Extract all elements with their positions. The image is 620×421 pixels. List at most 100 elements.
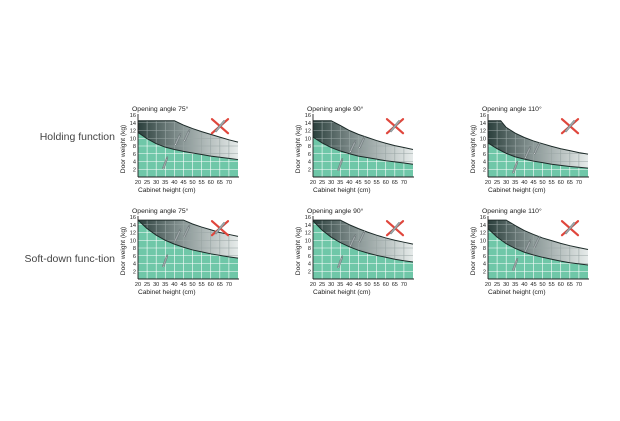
y-tick-label: 16	[480, 215, 486, 221]
lift-mechanism-icon	[358, 136, 366, 149]
lift-mechanism-icon	[162, 254, 169, 268]
y-tick-label: 2	[483, 269, 486, 275]
x-tick-label: 50	[189, 282, 195, 288]
y-tick-label: 12	[480, 231, 486, 237]
chart-title: Opening angle 75°	[132, 105, 189, 113]
x-tick-label: 50	[364, 180, 370, 186]
y-axis-label: Door weight (kg)	[120, 227, 127, 275]
y-tick-label: 10	[480, 136, 486, 142]
chart-holding-75: 20 25 30 35 40 45 50 55 60 65 70 2 4 6 8 10 12 14 16 Openin…	[120, 103, 250, 198]
series-lower-line	[137, 132, 239, 161]
lift-mechanism-icon	[349, 234, 357, 247]
x-tick-label: 50	[189, 180, 195, 186]
y-tick-label: 4	[483, 262, 486, 268]
x-tick-label: 55	[199, 180, 205, 186]
x-tick-label: 45	[530, 282, 536, 288]
x-tick-label: 30	[328, 180, 334, 186]
y-tick-label: 12	[130, 129, 136, 135]
series-upper-line	[488, 120, 589, 155]
y-tick-label: 8	[483, 144, 486, 150]
x-tick-label: 55	[549, 180, 555, 186]
x-tick-label: 50	[364, 282, 370, 288]
chart-title: Opening angle 110°	[482, 207, 542, 215]
x-tick-label: 40	[521, 180, 527, 186]
x-axis-label: Cabinet height (cm)	[138, 187, 196, 194]
x-tick-label: 70	[401, 282, 407, 288]
x-tick-label: 60	[558, 282, 564, 288]
x-tick-label: 40	[171, 180, 177, 186]
x-tick-label: 25	[319, 180, 325, 186]
y-axis-label: Door weight (kg)	[470, 125, 477, 173]
y-tick-label: 10	[480, 238, 486, 244]
x-tick-label: 20	[135, 180, 141, 186]
not-recommended-cross-icon	[385, 220, 405, 237]
x-tick-label: 70	[576, 180, 582, 186]
y-tick-label: 6	[308, 254, 311, 260]
y-tick-label: 8	[308, 144, 311, 150]
x-tick-label: 70	[576, 282, 582, 288]
x-axis-label: Cabinet height (cm)	[313, 289, 371, 296]
y-tick-label: 16	[130, 113, 136, 119]
chart-title: Opening angle 90°	[307, 207, 364, 215]
chart-softdown-110: 20 25 30 35 40 45 50 55 60 65 70 2 4 6 8 10 12 14 16 Openin…	[470, 205, 600, 300]
x-tick-label: 25	[144, 180, 150, 186]
y-tick-label: 2	[308, 269, 311, 275]
x-tick-label: 55	[374, 180, 380, 186]
lift-mechanism-icon	[183, 224, 191, 237]
series-lower-line	[137, 219, 239, 259]
lift-mechanism-icon	[162, 156, 169, 170]
y-tick-label: 2	[308, 167, 311, 173]
lift-mechanism-icon	[512, 258, 519, 271]
x-tick-label: 55	[374, 282, 380, 288]
y-tick-label: 10	[305, 136, 311, 142]
y-tick-label: 8	[308, 246, 311, 252]
lift-mechanism-icon	[337, 158, 344, 171]
y-tick-label: 14	[130, 223, 136, 229]
x-tick-label: 30	[153, 282, 159, 288]
series-lower-line	[312, 220, 414, 263]
x-tick-label: 45	[180, 180, 186, 186]
y-tick-label: 12	[305, 129, 311, 135]
y-tick-label: 2	[133, 167, 136, 173]
y-tick-label: 16	[480, 113, 486, 119]
y-axis-label: Door weight (kg)	[470, 227, 477, 275]
y-tick-label: 12	[305, 231, 311, 237]
x-tick-label: 35	[337, 180, 343, 186]
upper-band-area	[488, 220, 588, 266]
row-label-holding-function: Holding function	[39, 131, 115, 143]
chart-title: Opening angle 110°	[482, 105, 542, 113]
chart-title: Opening angle 75°	[132, 207, 189, 215]
x-tick-label: 60	[208, 180, 214, 186]
x-axis-label: Cabinet height (cm)	[313, 187, 371, 194]
x-tick-label: 65	[217, 180, 223, 186]
x-tick-label: 45	[355, 180, 361, 186]
x-tick-label: 70	[226, 282, 232, 288]
lift-mechanism-icon	[183, 129, 191, 142]
x-tick-label: 20	[310, 282, 316, 288]
x-tick-label: 65	[392, 282, 398, 288]
y-tick-label: 4	[308, 262, 311, 268]
x-tick-label: 30	[328, 282, 334, 288]
x-tick-label: 45	[180, 282, 186, 288]
x-tick-label: 60	[383, 282, 389, 288]
x-tick-label: 65	[567, 180, 573, 186]
lift-mechanism-icon	[174, 133, 182, 146]
x-tick-label: 70	[401, 180, 407, 186]
x-axis-label: Cabinet height (cm)	[488, 289, 546, 296]
row-label-soft-down-function: Soft-down func-tion	[24, 253, 115, 265]
y-tick-label: 2	[483, 167, 486, 173]
x-tick-label: 40	[346, 180, 352, 186]
x-tick-label: 60	[208, 282, 214, 288]
x-tick-label: 35	[162, 282, 168, 288]
x-tick-label: 30	[153, 180, 159, 186]
x-tick-label: 35	[337, 282, 343, 288]
y-tick-label: 16	[305, 215, 311, 221]
y-tick-label: 14	[305, 223, 311, 229]
x-tick-label: 40	[171, 282, 177, 288]
x-tick-label: 65	[392, 180, 398, 186]
x-tick-label: 35	[512, 180, 518, 186]
y-tick-label: 6	[133, 254, 136, 260]
